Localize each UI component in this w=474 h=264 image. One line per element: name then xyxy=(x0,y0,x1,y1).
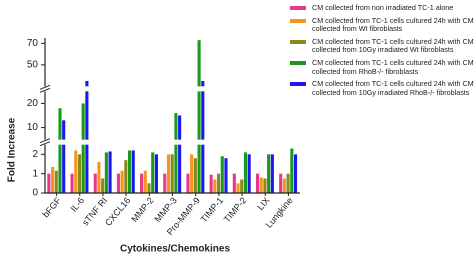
bar xyxy=(255,173,260,193)
axis-break-gap xyxy=(39,86,300,92)
bar xyxy=(81,103,85,193)
bar xyxy=(267,154,271,193)
bar xyxy=(213,179,217,193)
y-tick-label: 20 xyxy=(27,98,39,109)
bar xyxy=(140,173,144,193)
bar xyxy=(217,173,221,193)
bar xyxy=(108,151,112,193)
bar xyxy=(74,150,78,193)
legend-swatch xyxy=(290,60,306,65)
bar xyxy=(151,152,155,193)
bar xyxy=(77,154,82,193)
legend-item: CM collected from TC-1 cells cultured 24… xyxy=(288,79,474,97)
x-axis-title: Cytokines/Chemokines xyxy=(120,244,230,255)
y-axis-title: Fold Increase xyxy=(7,117,18,182)
bar xyxy=(197,40,201,193)
x-tick-label: LIX xyxy=(255,195,271,212)
bar xyxy=(236,183,240,193)
legend-swatch xyxy=(290,82,306,87)
bar xyxy=(47,173,51,193)
x-tick-label: bFGF xyxy=(40,195,63,219)
y-tick-label: 50 xyxy=(27,59,39,70)
legend: CM collected from non irradiated TC-1 al… xyxy=(288,3,474,101)
legend-swatch xyxy=(290,18,306,23)
legend-label: CM collected from TC-1 cells cultured 24… xyxy=(312,57,474,76)
axis-break-mark xyxy=(39,84,51,90)
bar xyxy=(51,166,55,193)
bar xyxy=(131,150,135,193)
y-tick-label: 10 xyxy=(27,122,39,133)
bar xyxy=(247,154,251,193)
bar xyxy=(170,154,174,193)
bar xyxy=(220,156,224,193)
legend-swatch xyxy=(290,39,306,44)
bar xyxy=(124,160,128,193)
bar xyxy=(270,154,274,193)
bar xyxy=(163,173,167,193)
bar xyxy=(85,80,89,193)
bar xyxy=(232,173,236,193)
bar xyxy=(104,152,108,193)
axis-break-gap xyxy=(39,139,300,145)
bar xyxy=(293,154,298,193)
axis-break-mark xyxy=(39,138,51,144)
bar xyxy=(58,108,62,193)
axis-break-mark xyxy=(39,87,51,93)
legend-item: CM collected from TC-1 cells cultured 24… xyxy=(288,57,474,76)
legend-item: CM collected from non irradiated TC-1 al… xyxy=(288,3,474,13)
bar xyxy=(166,154,171,193)
legend-label: CM collected from non irradiated TC-1 al… xyxy=(312,3,454,12)
bar xyxy=(174,113,178,193)
legend-swatch xyxy=(290,6,306,10)
x-tick-label: MMP-2 xyxy=(129,195,155,224)
bar xyxy=(127,150,132,193)
bar xyxy=(93,173,97,193)
bar xyxy=(54,170,58,193)
bar xyxy=(259,177,263,193)
bar xyxy=(97,162,101,193)
bar xyxy=(178,115,182,193)
bar xyxy=(143,170,147,193)
bar xyxy=(224,158,228,193)
bar xyxy=(62,120,66,193)
bar xyxy=(120,170,124,193)
bar xyxy=(209,174,213,193)
y-tick-label: 1 xyxy=(32,168,38,179)
bar xyxy=(279,173,283,193)
bar xyxy=(116,173,120,193)
legend-item: CM collected from TC-1 cells cultured 24… xyxy=(288,15,474,34)
bar xyxy=(243,152,248,193)
x-tick-label: TIMP-1 xyxy=(199,195,226,224)
bar xyxy=(70,173,74,193)
bar xyxy=(190,154,194,193)
y-tick-label: 70 xyxy=(27,38,39,49)
y-tick-label: 0 xyxy=(32,188,38,199)
bar xyxy=(154,154,158,193)
legend-item: CM collected from TC-1 cells cultured 24… xyxy=(288,36,474,55)
bar xyxy=(186,173,190,193)
bar xyxy=(290,148,294,193)
bar xyxy=(286,173,290,193)
bar xyxy=(201,80,205,193)
y-tick-label: 2 xyxy=(32,149,38,160)
bar xyxy=(282,178,286,193)
bar xyxy=(263,178,267,193)
bar xyxy=(101,178,105,193)
legend-label: CM collected from TC-1 cells cultured 24… xyxy=(312,36,474,55)
bar xyxy=(240,179,244,193)
axis-break-mark xyxy=(39,141,51,147)
x-tick-label: TIMP-2 xyxy=(222,195,249,224)
legend-label: CM collected from TC-1 cells cultured 24… xyxy=(312,79,474,97)
x-tick-label: IL-6 xyxy=(68,195,86,213)
legend-label: CM collected from TC-1 cells cultured 24… xyxy=(312,15,474,34)
bar xyxy=(193,158,197,193)
bar xyxy=(147,183,151,193)
